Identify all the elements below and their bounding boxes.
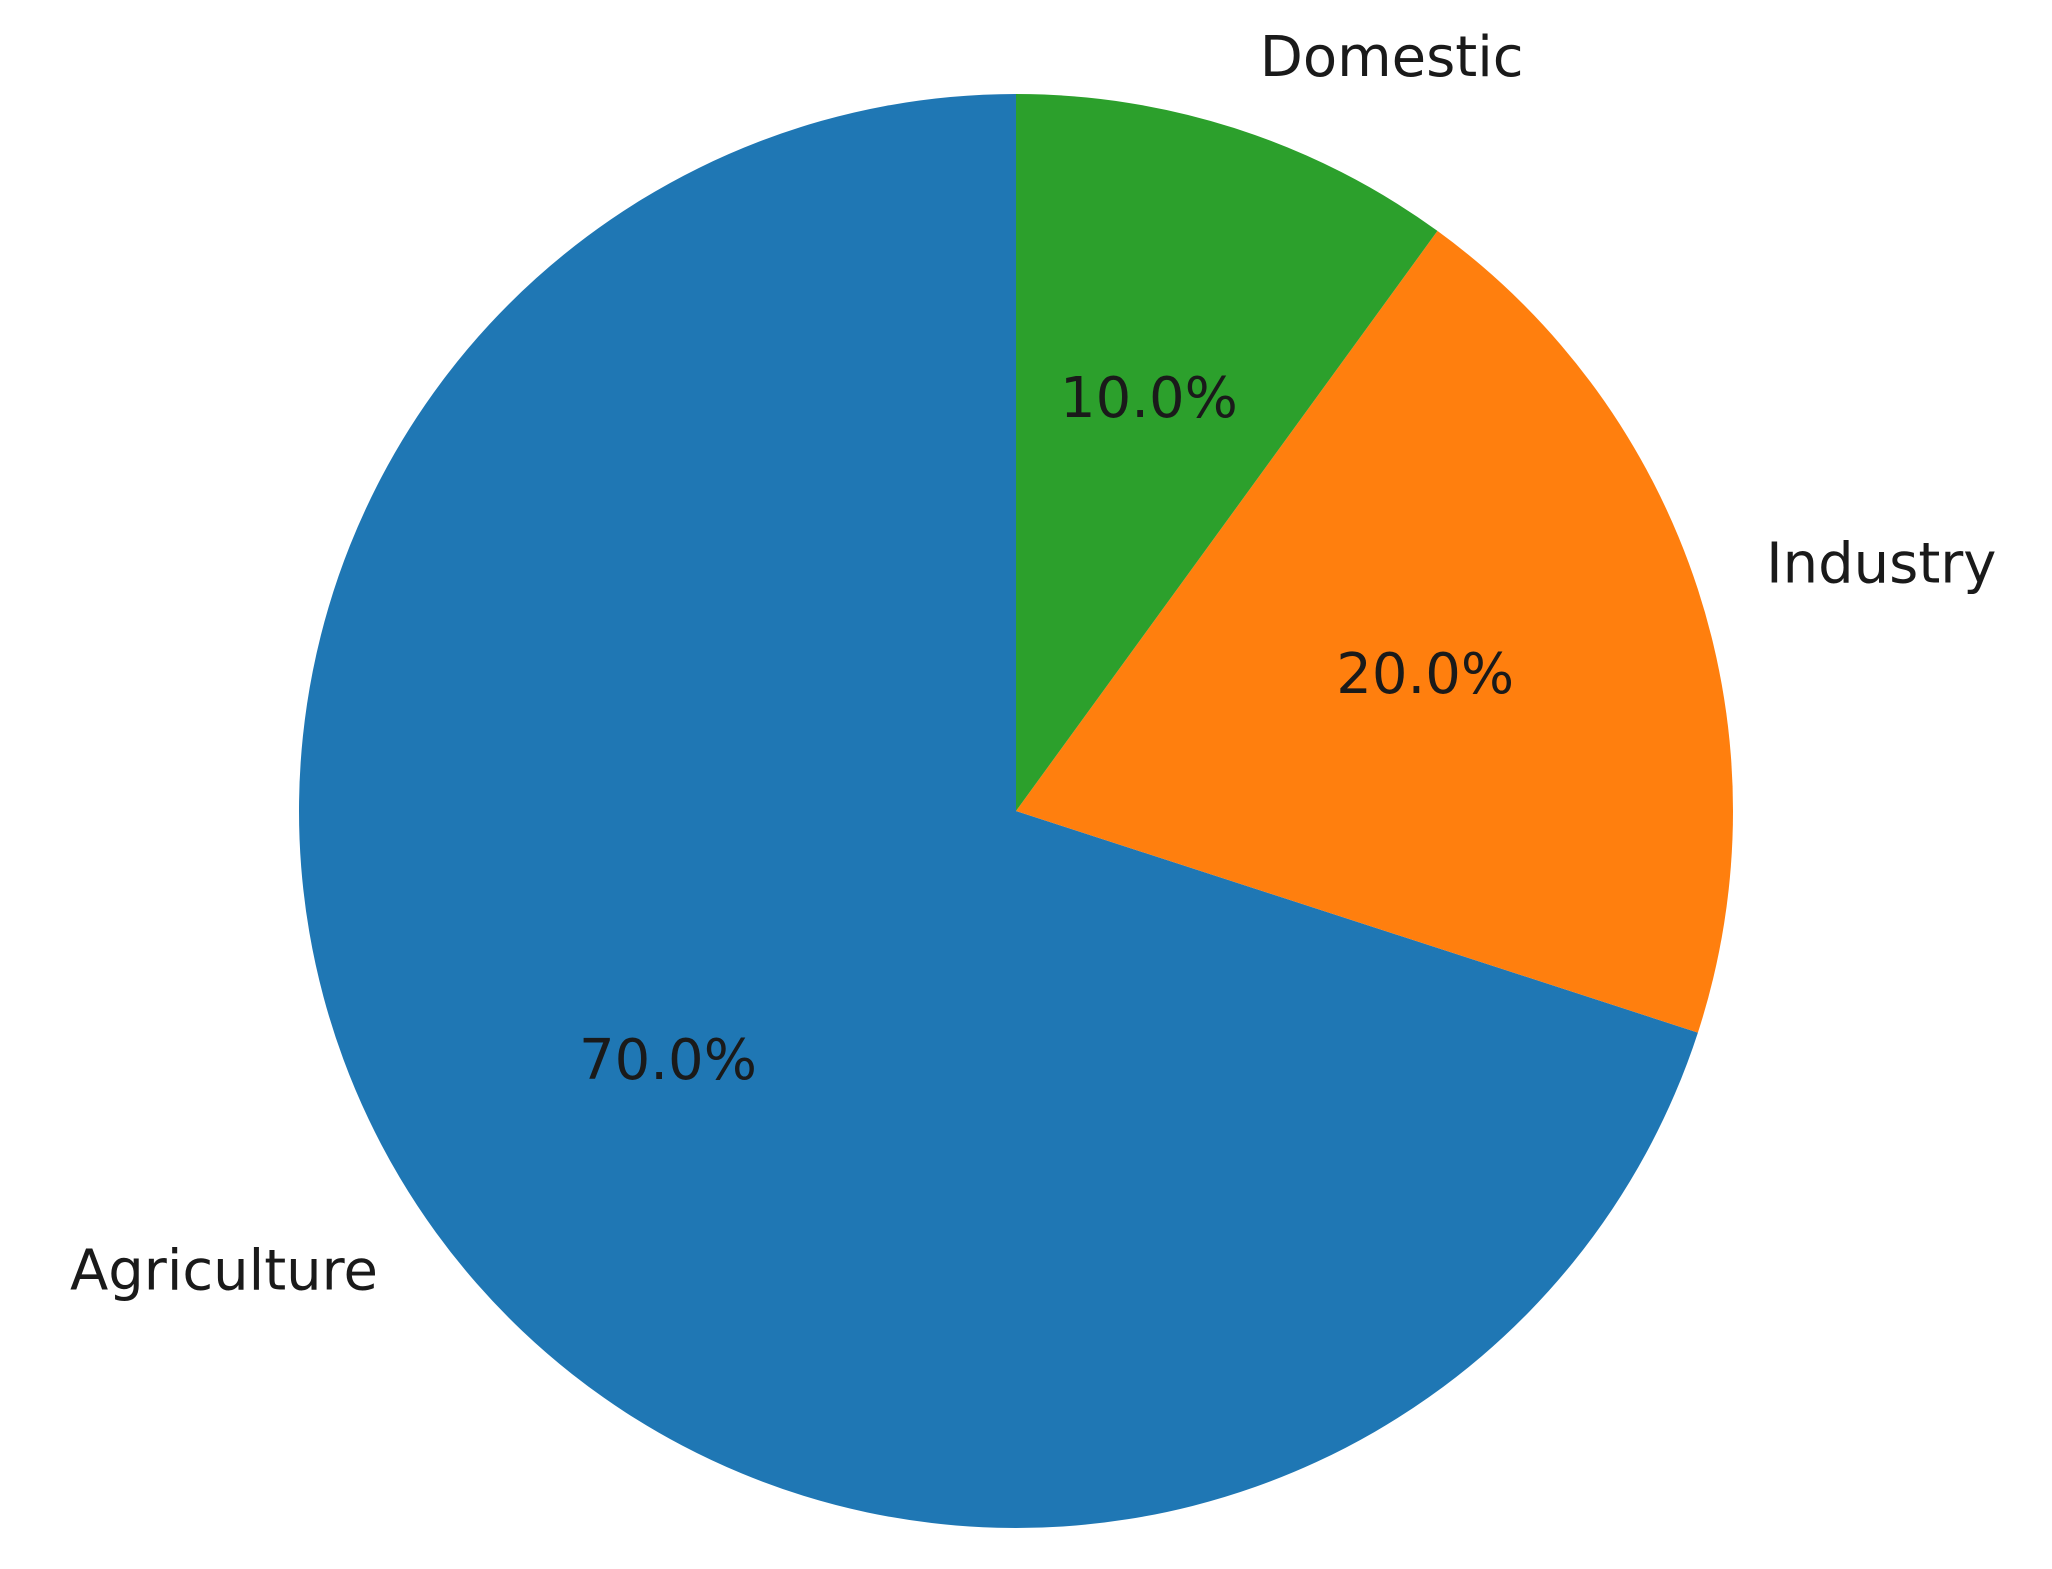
slice-label: Domestic xyxy=(1260,25,1524,90)
slice-label: Industry xyxy=(1766,531,1996,596)
pie-slice xyxy=(1016,94,1438,811)
value-label: 70.0% xyxy=(579,1028,757,1093)
slice-label: Agriculture xyxy=(70,1239,378,1304)
pie-slice xyxy=(1016,230,1733,1033)
value-label: 20.0% xyxy=(1336,642,1514,707)
value-label: 10.0% xyxy=(1060,366,1238,431)
pie-slice xyxy=(298,94,1698,1528)
